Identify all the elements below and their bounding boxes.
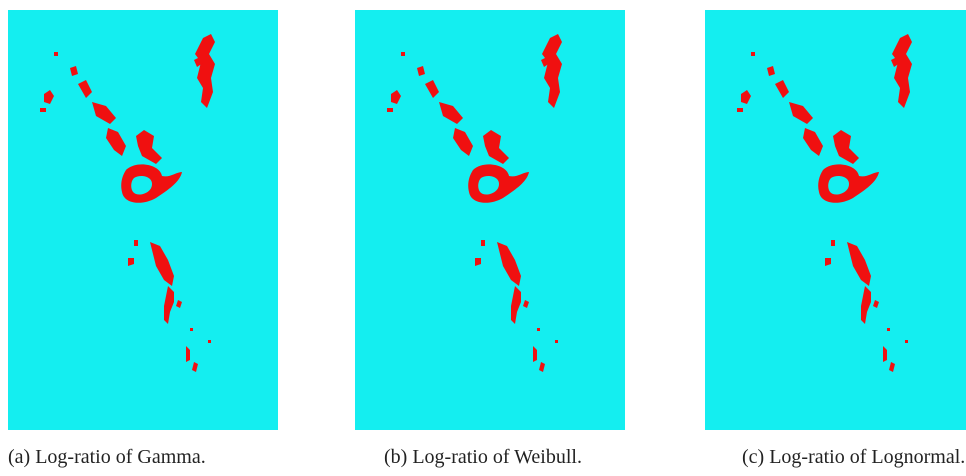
panel-image [705,10,966,430]
panel-image [355,10,625,430]
caption: (b) Log-ratio of Weibull. [384,446,582,469]
panel-image [8,10,278,430]
figure: (a) Log-ratio of Gamma. (b) Log-ratio of… [0,0,966,476]
caption: (a) Log-ratio of Gamma. [8,446,206,469]
caption: (c) Log-ratio of Lognormal. [742,446,965,469]
